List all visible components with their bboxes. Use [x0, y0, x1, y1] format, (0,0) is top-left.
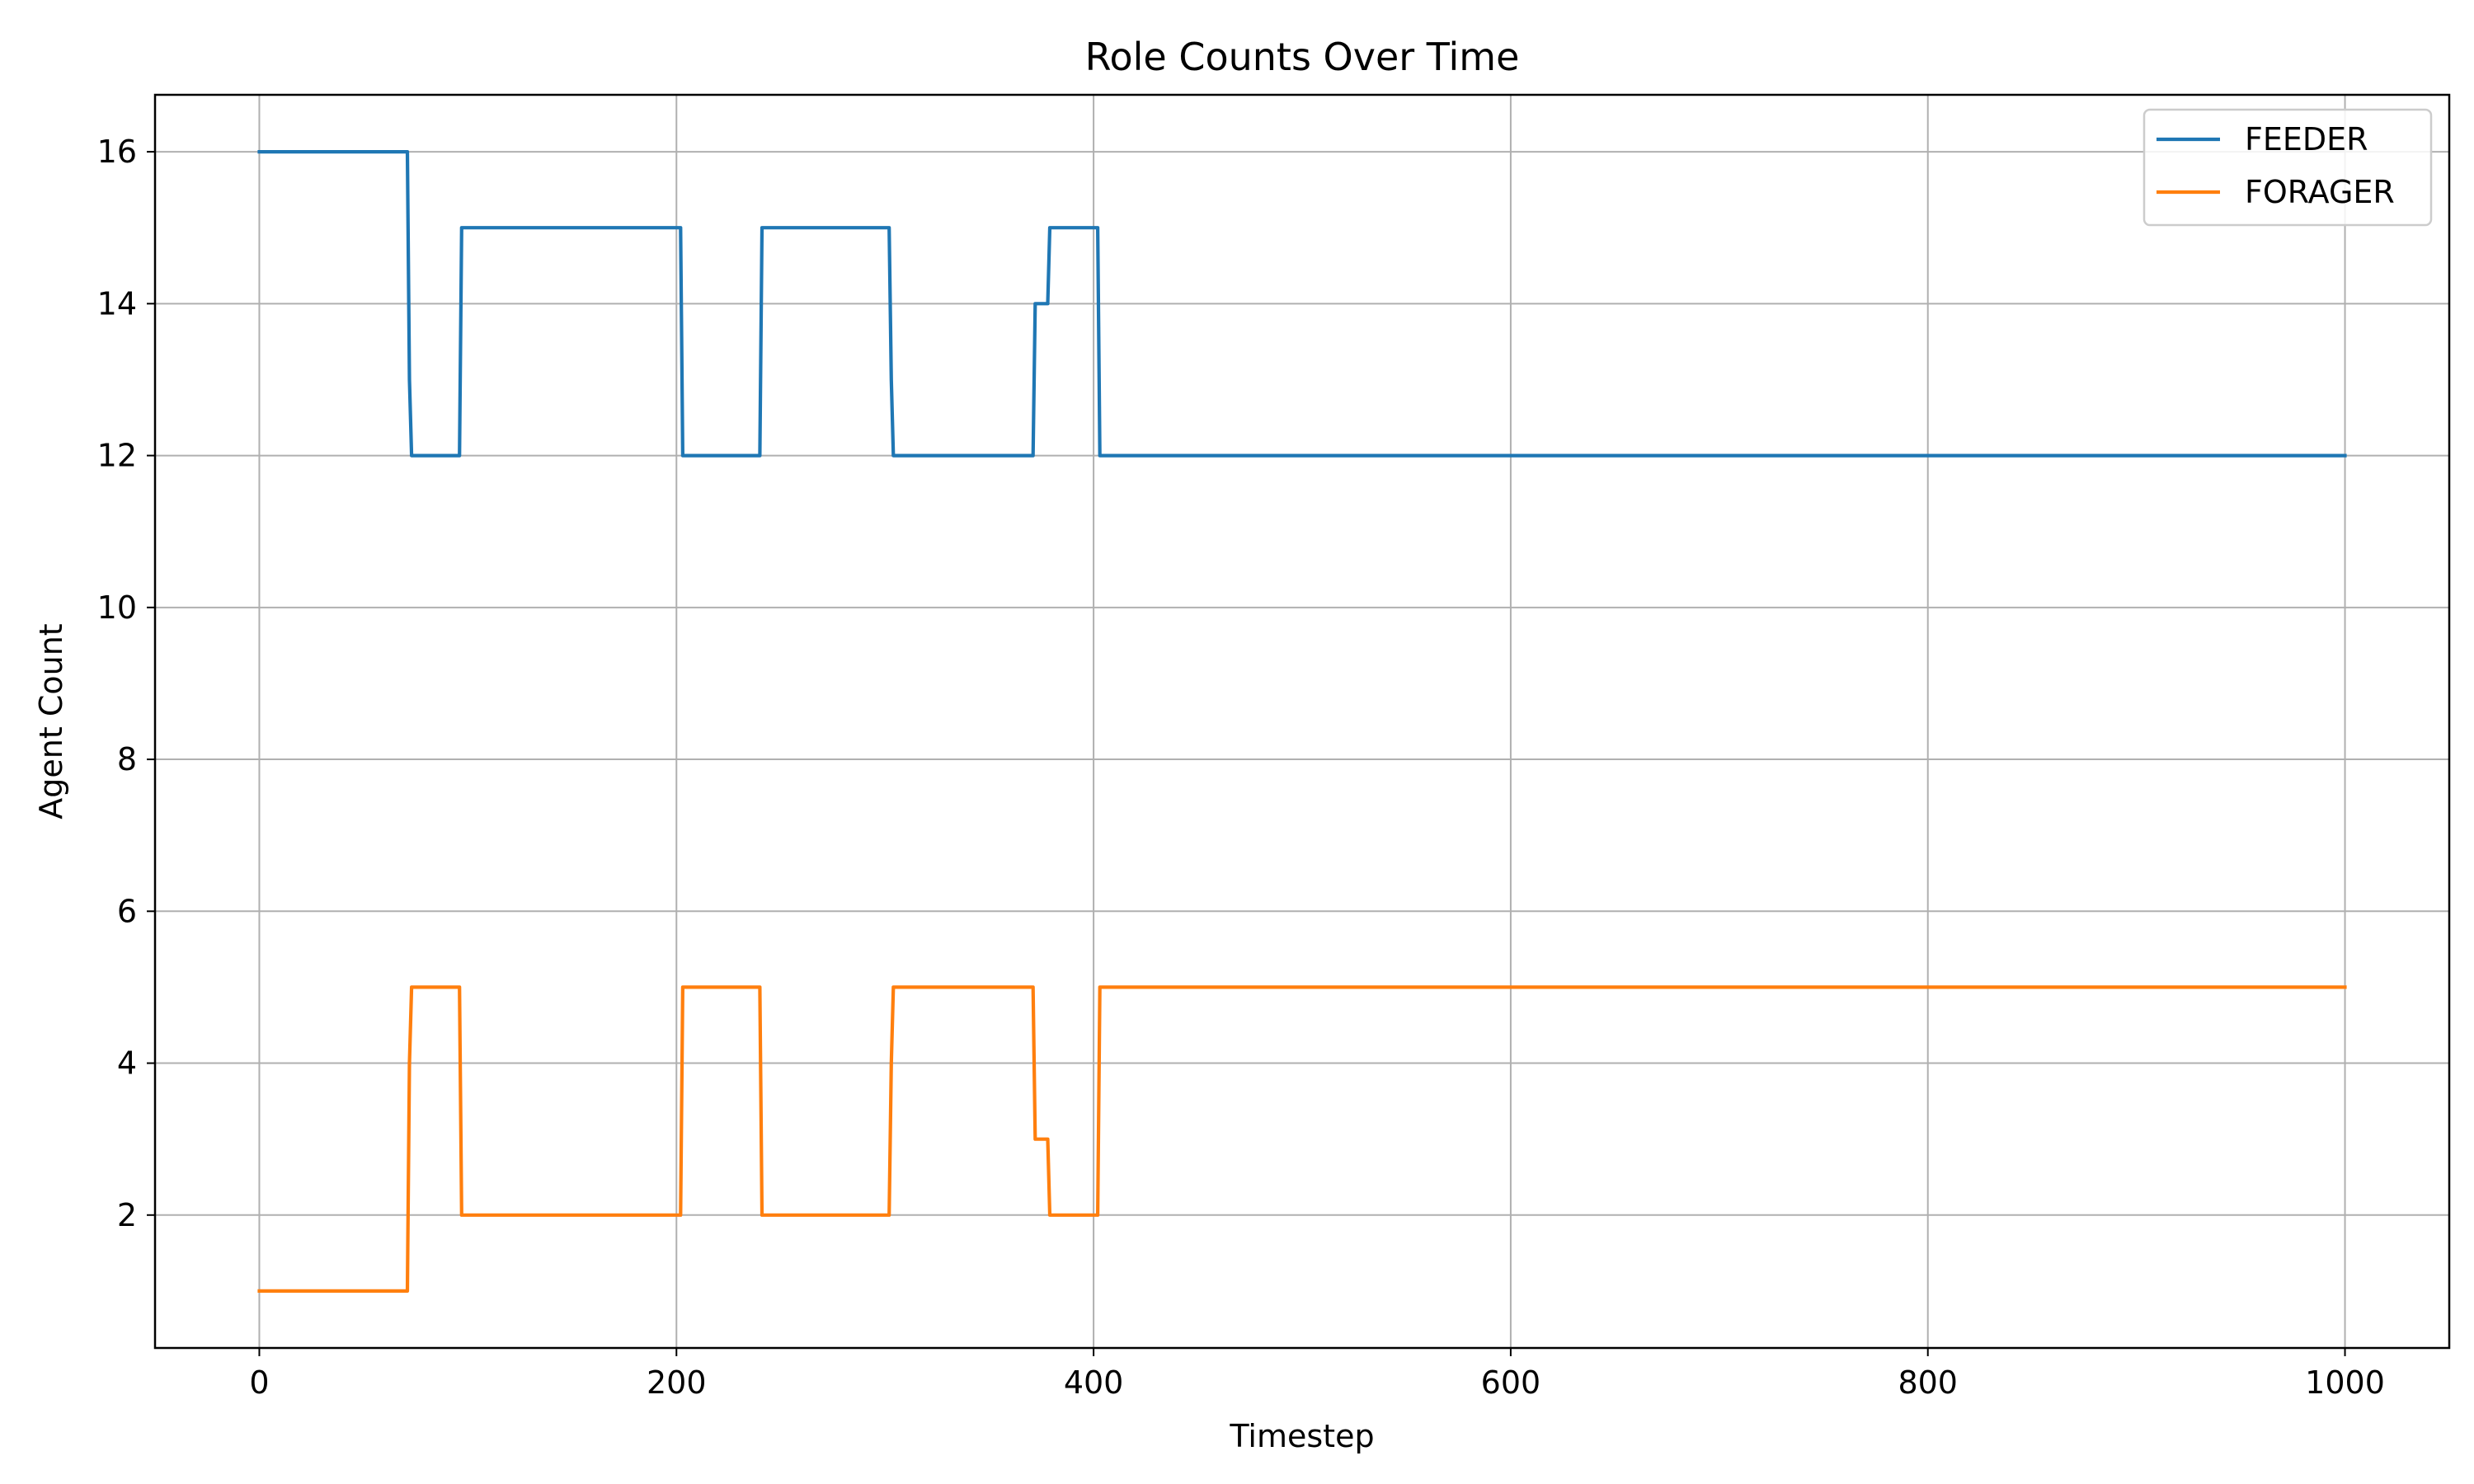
x-tick-label: 800 [1898, 1364, 1958, 1401]
series-lines [257, 150, 2347, 1293]
legend-label-feeder: FEEDER [2245, 121, 2368, 157]
series-line-feeder [257, 150, 2347, 458]
legend: FEEDER FORAGER [2142, 108, 2433, 227]
x-tick-label: 200 [647, 1364, 707, 1401]
x-tick-label: 0 [249, 1364, 269, 1401]
y-axis-label: Agent Count [33, 623, 69, 819]
legend-label-forager: FORAGER [2245, 174, 2395, 210]
x-axis-label: Timestep [1229, 1418, 1374, 1454]
y-tick-label: 10 [97, 589, 137, 626]
axis-ticks: 0 200 400 600 800 1000 2 4 6 8 10 12 14 16 [97, 134, 2385, 1401]
grid [155, 95, 2449, 1348]
plot-frame [153, 93, 2451, 1350]
y-tick-label: 2 [117, 1197, 137, 1233]
y-tick-label: 8 [117, 741, 137, 777]
y-tick-label: 6 [117, 893, 137, 929]
x-tick-label: 600 [1481, 1364, 1541, 1401]
y-tick-label: 4 [117, 1045, 137, 1082]
y-tick-label: 14 [97, 285, 137, 322]
x-tick-label: 1000 [2305, 1364, 2385, 1401]
chart-title: Role Counts Over Time [1085, 35, 1520, 79]
y-tick-label: 12 [97, 438, 137, 474]
x-tick-label: 400 [1064, 1364, 1124, 1401]
series-line-forager [257, 985, 2347, 1293]
y-tick-label: 16 [97, 134, 137, 170]
